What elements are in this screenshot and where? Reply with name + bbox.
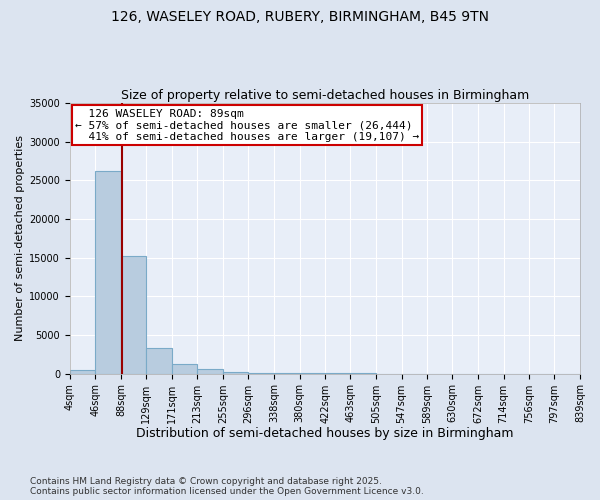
- Text: 126 WASELEY ROAD: 89sqm
← 57% of semi-detached houses are smaller (26,444)
  41%: 126 WASELEY ROAD: 89sqm ← 57% of semi-de…: [75, 108, 419, 142]
- Bar: [248, 373, 274, 374]
- Bar: [95, 171, 121, 374]
- Y-axis label: Number of semi-detached properties: Number of semi-detached properties: [15, 136, 25, 342]
- Title: Size of property relative to semi-detached houses in Birmingham: Size of property relative to semi-detach…: [121, 89, 529, 102]
- Text: 126, WASELEY ROAD, RUBERY, BIRMINGHAM, B45 9TN: 126, WASELEY ROAD, RUBERY, BIRMINGHAM, B…: [111, 10, 489, 24]
- Bar: [70, 370, 95, 374]
- Bar: [121, 256, 146, 374]
- Text: Contains public sector information licensed under the Open Government Licence v3: Contains public sector information licen…: [30, 488, 424, 496]
- Bar: [223, 372, 248, 374]
- Bar: [172, 364, 197, 374]
- Bar: [197, 370, 223, 374]
- Bar: [146, 348, 172, 374]
- Text: Contains HM Land Registry data © Crown copyright and database right 2025.: Contains HM Land Registry data © Crown c…: [30, 478, 382, 486]
- X-axis label: Distribution of semi-detached houses by size in Birmingham: Distribution of semi-detached houses by …: [136, 427, 514, 440]
